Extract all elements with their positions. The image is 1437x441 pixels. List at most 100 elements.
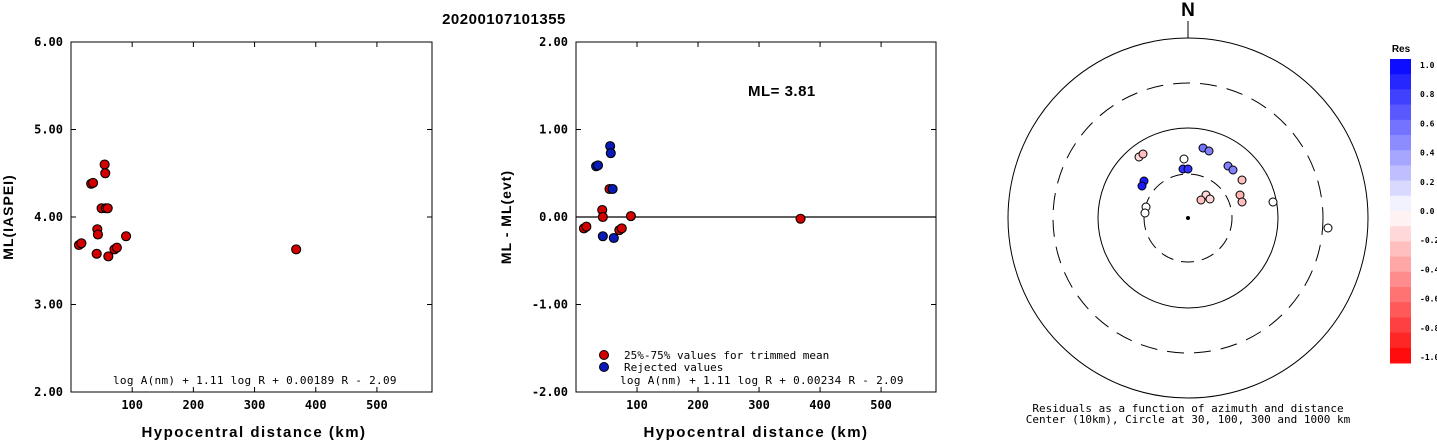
station-point <box>1138 149 1148 159</box>
y-tick-label: 1.00 <box>539 123 568 137</box>
x-tick-label: 200 <box>183 398 205 412</box>
colorbar-cell <box>1390 195 1411 212</box>
legend-marker-trimmed <box>599 350 609 360</box>
colorbar-title: Res <box>1392 44 1411 55</box>
y-tick-label: 5.00 <box>34 123 63 137</box>
colorbar-tick-label: 0.2 <box>1420 178 1435 187</box>
legend: 25%-75% values for trimmed mean Rejected… <box>599 349 829 374</box>
data-point <box>616 223 627 234</box>
x-tick-label: 500 <box>870 398 892 412</box>
colorbar-cell <box>1390 211 1411 227</box>
y-axis: -2.00 -1.00 0.00 1.00 2.00 <box>532 35 936 399</box>
y-tick-label: 2.00 <box>34 385 63 399</box>
legend-marker-rejected <box>599 362 609 372</box>
data-point <box>581 221 592 232</box>
data-point <box>291 244 302 255</box>
data-point <box>99 159 110 170</box>
colorbar-cell <box>1390 347 1411 364</box>
station-point <box>1204 146 1214 156</box>
azimuth-residual-plot: N Residuals as a function of azimuth and… <box>1007 0 1369 426</box>
center-dot <box>1186 216 1190 220</box>
station-point <box>1183 164 1193 174</box>
colorbar-cell <box>1390 135 1411 151</box>
data-point <box>102 203 113 214</box>
data-point <box>597 211 608 223</box>
north-label: N <box>1181 0 1195 21</box>
x-tick-label: 300 <box>244 398 266 412</box>
data-point <box>608 232 619 244</box>
colorbar-cell <box>1390 74 1411 90</box>
ring-300km <box>1052 82 1324 354</box>
y-tick-label: 2.00 <box>539 35 568 49</box>
y-axis: 2.00 3.00 4.00 5.00 6.00 <box>34 35 432 399</box>
colorbar-cell <box>1390 317 1411 334</box>
plot-frame <box>70 41 433 393</box>
data-point <box>597 231 608 242</box>
x-tick-label: 300 <box>748 398 770 412</box>
colorbar-cell <box>1390 302 1411 318</box>
ml-iaspei-panel: 2.00 3.00 4.00 5.00 6.00 100 200 300 400 500 ML(… <box>0 35 433 441</box>
data-point <box>625 211 636 222</box>
station-point <box>1237 175 1247 185</box>
station-point <box>1268 197 1278 207</box>
data-point <box>91 248 102 259</box>
station-point <box>1323 223 1333 233</box>
y-tick-label: 3.00 <box>34 298 63 312</box>
data-point <box>103 251 114 262</box>
colorbar-tick-label: 0.8 <box>1420 90 1435 99</box>
colorbar-tick-label: -0.2 <box>1420 236 1437 245</box>
station-point <box>1228 165 1238 175</box>
data-points <box>578 141 806 244</box>
colorbar-cell <box>1390 89 1411 106</box>
station-point <box>1137 181 1147 191</box>
station-point <box>1205 194 1215 204</box>
colorbar-cell <box>1390 150 1411 166</box>
colorbar-tick-label: -0.4 <box>1420 265 1437 274</box>
x-tick-label: 400 <box>305 398 327 412</box>
polar-caption-line2: Center (10km), Circle at 30, 100, 300 an… <box>1026 413 1351 426</box>
x-tick-label: 500 <box>366 398 388 412</box>
y-tick-label: 6.00 <box>34 35 63 49</box>
polar-caption-line1: Residuals as a function of azimuth and d… <box>1032 402 1343 415</box>
y-axis-label: ML - ML(evt) <box>498 170 514 264</box>
data-point <box>592 160 604 171</box>
x-axis: 100 200 300 400 500 <box>121 42 388 412</box>
data-point <box>76 238 87 249</box>
colorbar-cell <box>1390 332 1411 349</box>
colorbar-cell <box>1390 104 1411 121</box>
station-point <box>1179 154 1189 164</box>
station-point <box>1196 195 1206 205</box>
colorbar-cells <box>1390 59 1411 364</box>
data-point <box>607 183 618 195</box>
y-axis-label: ML(IASPEI) <box>0 174 16 259</box>
colorbar-tick-label: -1.0 <box>1420 353 1437 362</box>
data-points <box>73 159 302 262</box>
colorbar-cell <box>1390 271 1411 288</box>
colorbar-cell <box>1390 59 1411 75</box>
y-tick-label: -1.00 <box>532 298 568 312</box>
ring-30km <box>1143 173 1233 263</box>
x-tick-label: 200 <box>687 398 709 412</box>
colorbar-cell <box>1390 165 1411 182</box>
colorbar-cell <box>1390 256 1411 273</box>
y-tick-label: 4.00 <box>34 210 63 224</box>
y-tick-label: -2.00 <box>532 385 568 399</box>
legend-label-rejected: Rejected values <box>624 361 723 374</box>
formula-text: log A(nm) + 1.11 log R + 0.00189 R - 2.0… <box>113 374 397 387</box>
colorbar-labels: 1.0 0.8 0.6 0.4 0.2 0.0 -0.2 -0.4 -0.6 -0.8 -1.0 <box>1420 61 1437 362</box>
colorbar-cell <box>1390 287 1411 303</box>
data-point <box>87 177 99 188</box>
colorbar-cell <box>1390 226 1411 242</box>
data-point <box>100 168 111 179</box>
data-point <box>92 229 103 240</box>
colorbar-tick-label: -0.6 <box>1420 295 1437 304</box>
colorbar-cell <box>1390 180 1411 197</box>
colorbar-cell <box>1390 119 1411 136</box>
x-axis-label: Hypocentral distance (km) <box>643 424 868 441</box>
data-point <box>605 148 616 159</box>
residual-colorbar: Res 1.0 0.8 0.6 0.4 0.2 0.0 -0.2 -0.4 -0.6 -0.8 -1… <box>1390 44 1437 364</box>
legend-label-trimmed: 25%-75% values for trimmed mean <box>624 349 829 362</box>
x-axis: 100 200 300 400 500 <box>626 42 892 412</box>
colorbar-tick-label: 0.0 <box>1420 207 1435 216</box>
